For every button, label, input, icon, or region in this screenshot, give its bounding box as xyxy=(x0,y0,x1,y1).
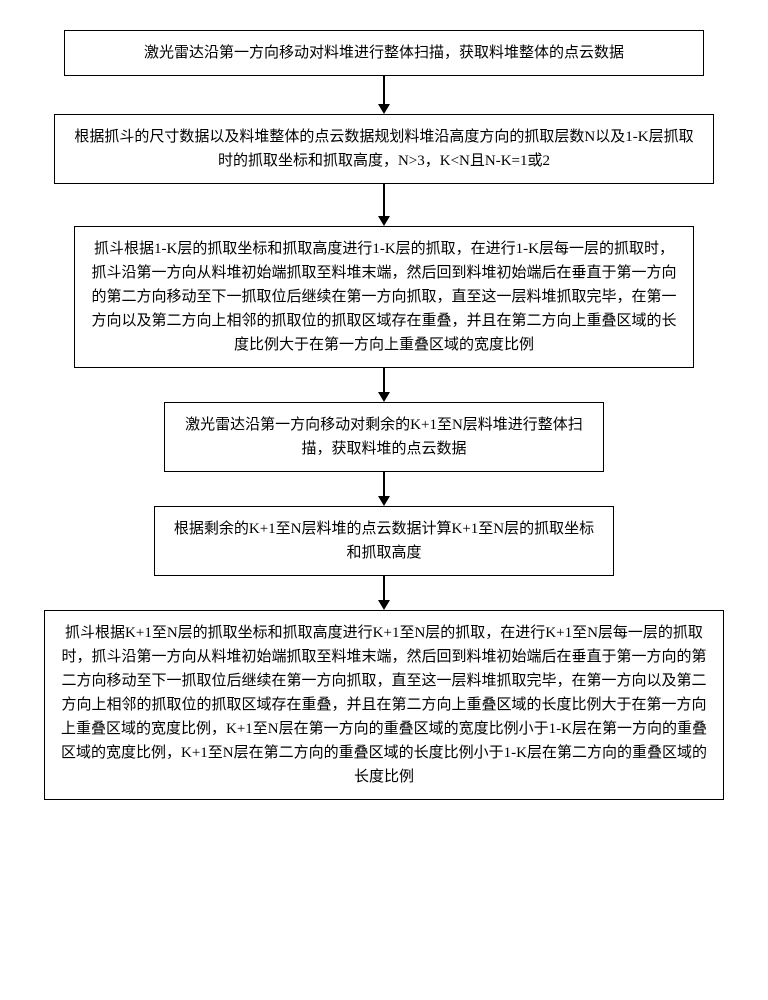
step-6-text: 抓斗根据K+1至N层的抓取坐标和抓取高度进行K+1至N层的抓取，在进行K+1至N… xyxy=(61,625,707,785)
flowchart-container: 激光雷达沿第一方向移动对料堆进行整体扫描，获取料堆整体的点云数据 根据抓斗的尺寸… xyxy=(0,0,768,1000)
step-3-text: 抓斗根据1-K层的抓取坐标和抓取高度进行1-K层的抓取，在进行1-K层每一层的抓… xyxy=(91,241,676,353)
step-5: 根据剩余的K+1至N层料堆的点云数据计算K+1至N层的抓取坐标和抓取高度 xyxy=(154,506,614,576)
step-3: 抓斗根据1-K层的抓取坐标和抓取高度进行1-K层的抓取，在进行1-K层每一层的抓… xyxy=(74,226,694,368)
step-1-text: 激光雷达沿第一方向移动对料堆进行整体扫描，获取料堆整体的点云数据 xyxy=(144,45,624,61)
arrow-3-4 xyxy=(378,368,390,402)
arrow-1-2 xyxy=(378,76,390,114)
step-2: 根据抓斗的尺寸数据以及料堆整体的点云数据规划料堆沿高度方向的抓取层数N以及1-K… xyxy=(54,114,714,184)
step-4: 激光雷达沿第一方向移动对剩余的K+1至N层料堆进行整体扫描，获取料堆的点云数据 xyxy=(164,402,604,472)
step-6: 抓斗根据K+1至N层的抓取坐标和抓取高度进行K+1至N层的抓取，在进行K+1至N… xyxy=(44,610,724,800)
step-4-text: 激光雷达沿第一方向移动对剩余的K+1至N层料堆进行整体扫描，获取料堆的点云数据 xyxy=(185,417,583,457)
arrow-5-6 xyxy=(378,576,390,610)
step-5-text: 根据剩余的K+1至N层料堆的点云数据计算K+1至N层的抓取坐标和抓取高度 xyxy=(174,521,594,561)
step-1: 激光雷达沿第一方向移动对料堆进行整体扫描，获取料堆整体的点云数据 xyxy=(64,30,704,76)
arrow-2-3 xyxy=(378,184,390,226)
step-2-text: 根据抓斗的尺寸数据以及料堆整体的点云数据规划料堆沿高度方向的抓取层数N以及1-K… xyxy=(74,129,693,169)
arrow-4-5 xyxy=(378,472,390,506)
